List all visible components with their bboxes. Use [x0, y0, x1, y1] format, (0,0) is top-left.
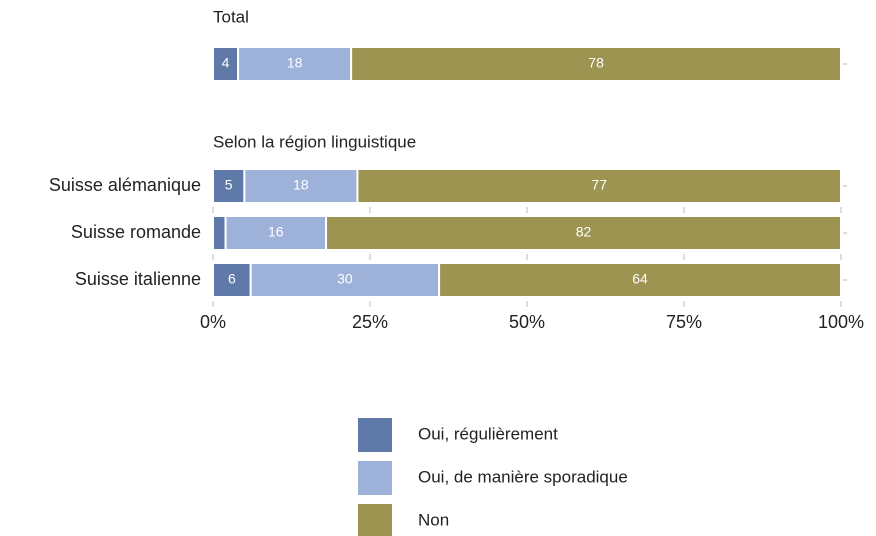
y-tick-label: Suisse alémanique	[49, 175, 201, 195]
legend-swatch	[358, 461, 392, 495]
data-label: 18	[293, 177, 309, 193]
data-label: 82	[576, 224, 592, 240]
group-title: Total	[213, 7, 249, 26]
x-tick-label: 25%	[352, 312, 388, 332]
data-label: 5	[225, 177, 233, 193]
legend-label: Non	[418, 510, 449, 529]
bar-segment	[249, 262, 441, 298]
data-label: 30	[337, 271, 353, 287]
data-label: 16	[268, 224, 284, 240]
y-tick-label: Suisse romande	[71, 222, 201, 242]
y-tick-label: Suisse italienne	[75, 269, 201, 289]
x-tick-label: 100%	[818, 312, 864, 332]
bar-segment	[438, 262, 842, 298]
legend-swatch	[358, 418, 392, 452]
legend-swatch	[358, 504, 392, 536]
bar-segment	[325, 215, 843, 251]
bar-segment	[350, 46, 842, 82]
data-label: 4	[222, 55, 230, 71]
bar-segment	[212, 215, 227, 251]
data-label: 18	[287, 55, 303, 71]
bar-segment	[224, 215, 328, 251]
x-tick-label: 0%	[200, 312, 226, 332]
group-title: Selon la région linguistique	[213, 132, 416, 151]
x-tick-label: 50%	[509, 312, 545, 332]
bar-segment	[212, 46, 240, 82]
legend-label: Oui, régulièrement	[418, 424, 558, 443]
bar-segment	[243, 168, 359, 204]
data-label: 64	[632, 271, 648, 287]
data-label: 6	[228, 271, 236, 287]
data-label: 77	[591, 177, 607, 193]
data-label: 78	[588, 55, 604, 71]
legend-label: Oui, de manière sporadique	[418, 467, 628, 486]
x-tick-label: 75%	[666, 312, 702, 332]
bar-segment	[356, 168, 842, 204]
